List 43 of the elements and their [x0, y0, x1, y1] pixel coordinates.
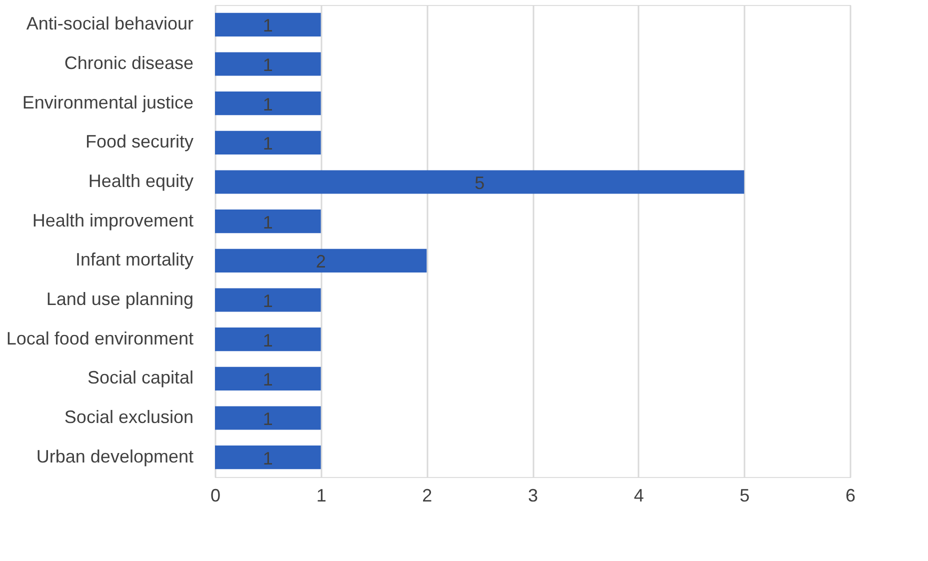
x-tick-label: 4	[634, 486, 644, 506]
data-label: 1	[262, 370, 273, 390]
x-tick-label: 0	[210, 486, 221, 506]
y-tick-label: Social capital	[87, 368, 194, 388]
data-label: 1	[262, 212, 273, 232]
x-tick-label: 2	[422, 486, 432, 506]
data-label: 5	[474, 173, 485, 193]
bar	[215, 328, 321, 352]
y-tick-label: Food security	[85, 132, 194, 152]
x-tick-label: 1	[316, 486, 326, 506]
data-label: 1	[262, 409, 273, 429]
data-label: 1	[262, 134, 273, 154]
data-label: 1	[262, 448, 273, 468]
data-label: 1	[262, 291, 273, 311]
x-tick-label: 6	[845, 486, 856, 506]
bar	[215, 210, 321, 234]
data-label: 1	[262, 94, 273, 114]
bar	[215, 248, 427, 272]
y-tick-label: Urban development	[36, 446, 194, 466]
bar	[215, 288, 321, 312]
y-tick-label: Anti-social behaviour	[26, 14, 194, 34]
bar	[215, 92, 321, 116]
bar	[215, 406, 321, 430]
data-label: 1	[262, 55, 273, 75]
y-tick-label: Environmental justice	[22, 92, 194, 112]
bar	[215, 52, 321, 76]
y-tick-label: Infant mortality	[75, 250, 194, 270]
data-label: 2	[316, 252, 326, 272]
bar	[215, 12, 321, 36]
bar	[215, 130, 321, 154]
x-tick-label: 5	[740, 486, 750, 506]
y-tick-label: Local food environment	[6, 328, 194, 348]
y-tick-label: Health equity	[88, 171, 194, 191]
bar	[215, 446, 321, 470]
bar	[215, 366, 321, 390]
bar	[215, 170, 744, 194]
x-tick-label: 3	[528, 486, 538, 506]
data-label: 1	[262, 16, 273, 36]
y-tick-label: Health improvement	[32, 210, 194, 230]
y-tick-label: Land use planning	[46, 289, 194, 309]
y-tick-label: Social exclusion	[64, 407, 194, 427]
data-label: 1	[262, 330, 273, 350]
y-tick-label: Chronic disease	[64, 53, 194, 73]
